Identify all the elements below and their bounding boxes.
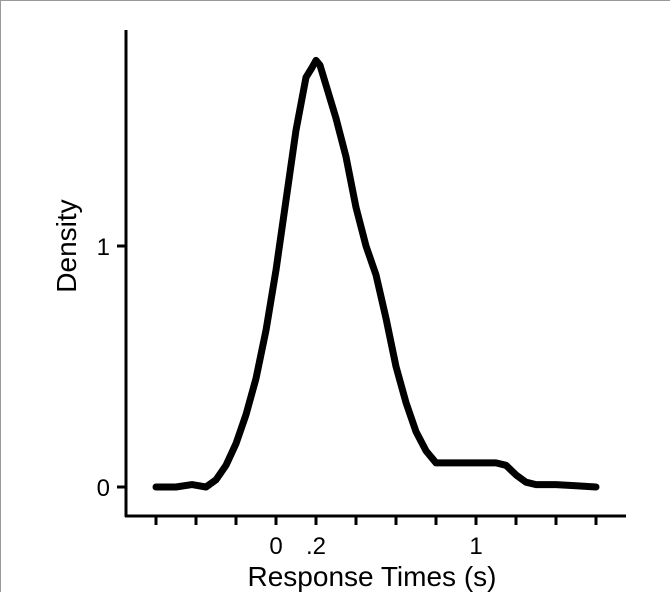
x-tick-label: .2 [306, 533, 326, 560]
x-tick-label: 0 [269, 533, 282, 560]
y-tick-label: 1 [97, 234, 110, 261]
y-tick-label: 0 [97, 475, 110, 502]
tick-labels: 0 .2 1 0 1 [97, 234, 483, 560]
y-axis-label: Density [51, 199, 82, 292]
ticks [117, 244, 598, 525]
x-tick-label: 1 [469, 533, 482, 560]
series-group [152, 56, 600, 491]
axes [124, 30, 626, 518]
x-axis-label: Response Times (s) [248, 561, 497, 592]
density-line [152, 56, 600, 491]
